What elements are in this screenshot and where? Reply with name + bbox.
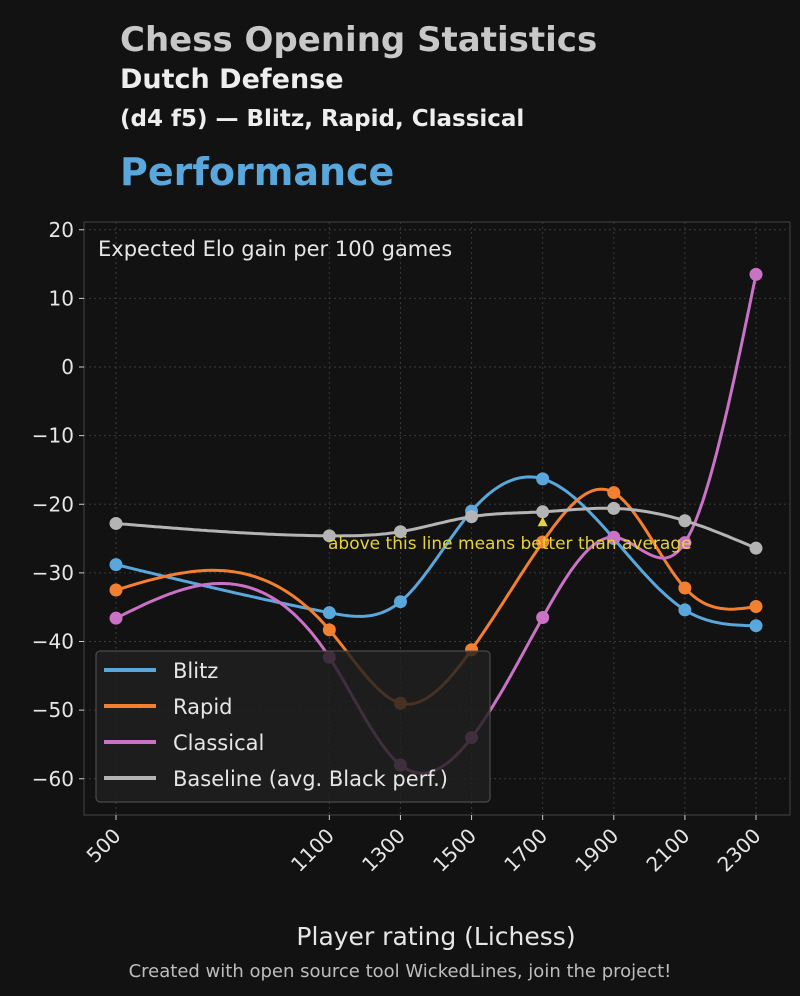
blitz-line	[115, 475, 757, 628]
baseline-point	[322, 529, 336, 543]
legend: Blitz Rapid Classical Baseline (avg. Black …	[95, 650, 491, 803]
x-tick-label: 2300	[713, 824, 766, 877]
rapid-point	[678, 581, 692, 595]
rapid-point	[322, 623, 336, 637]
classical-point	[749, 267, 763, 281]
baseline-line	[115, 506, 757, 550]
y-tick-label: −50	[32, 698, 74, 722]
x-tick-label: 2100	[641, 824, 694, 877]
blitz-point	[109, 558, 123, 572]
x-tick-label: 1900	[570, 824, 623, 877]
blitz-point	[322, 606, 336, 620]
blitz-point	[749, 619, 763, 633]
baseline-annotation: above this line means better than averag…	[328, 534, 692, 554]
legend-label: Rapid	[173, 695, 233, 719]
legend-label: Baseline (avg. Black perf.)	[173, 767, 448, 791]
y-tick-label: 10	[49, 286, 74, 310]
rapid-point	[536, 535, 550, 549]
legend-label: Classical	[173, 731, 264, 755]
x-axis-label: Player rating (Lichess)	[296, 922, 575, 951]
rapid-point	[749, 600, 763, 614]
blitz-point	[678, 603, 692, 617]
opening-name: Dutch Defense	[120, 64, 344, 95]
classical-point	[607, 530, 621, 544]
plot-label: Expected Elo gain per 100 games	[98, 237, 452, 261]
y-tick-label: −60	[32, 767, 74, 791]
y-tick-label: −40	[32, 630, 74, 654]
baseline-point	[607, 501, 621, 515]
baseline-point	[749, 541, 763, 555]
classical-point	[536, 610, 550, 624]
opening-moves: (d4 f5) — Blitz, Rapid, Classical	[120, 106, 525, 132]
x-tick-label: 500	[82, 824, 126, 868]
legend-box	[95, 650, 491, 803]
rapid-point	[607, 486, 621, 500]
section-title: Performance	[120, 150, 395, 194]
annotation-arrow-icon	[537, 516, 548, 527]
plot-frame	[83, 221, 791, 816]
blitz-point	[393, 595, 407, 609]
x-tick-label: 1700	[499, 824, 552, 877]
y-tick-label: −30	[32, 561, 74, 585]
y-tick-label: 0	[61, 355, 74, 379]
y-tick-label: −10	[32, 424, 74, 448]
baseline-point	[678, 514, 692, 528]
baseline-point	[465, 510, 479, 524]
blitz-point	[536, 472, 550, 486]
rapid-point	[109, 583, 123, 597]
legend-label: Blitz	[173, 659, 218, 683]
x-tick-label: 1100	[286, 824, 339, 877]
y-tick-label: 20	[49, 218, 74, 242]
footer-credit: Created with open source tool WickedLine…	[128, 961, 672, 982]
baseline-point	[109, 516, 123, 530]
baseline-point	[536, 505, 550, 519]
classical-point	[109, 611, 123, 625]
classical-point	[678, 536, 692, 550]
y-tick-label: −20	[32, 492, 74, 516]
baseline-point	[393, 525, 407, 539]
x-tick-label: 1500	[428, 824, 481, 877]
chart-title: Chess Opening Statistics	[120, 20, 598, 60]
x-tick-label: 1300	[357, 824, 410, 877]
